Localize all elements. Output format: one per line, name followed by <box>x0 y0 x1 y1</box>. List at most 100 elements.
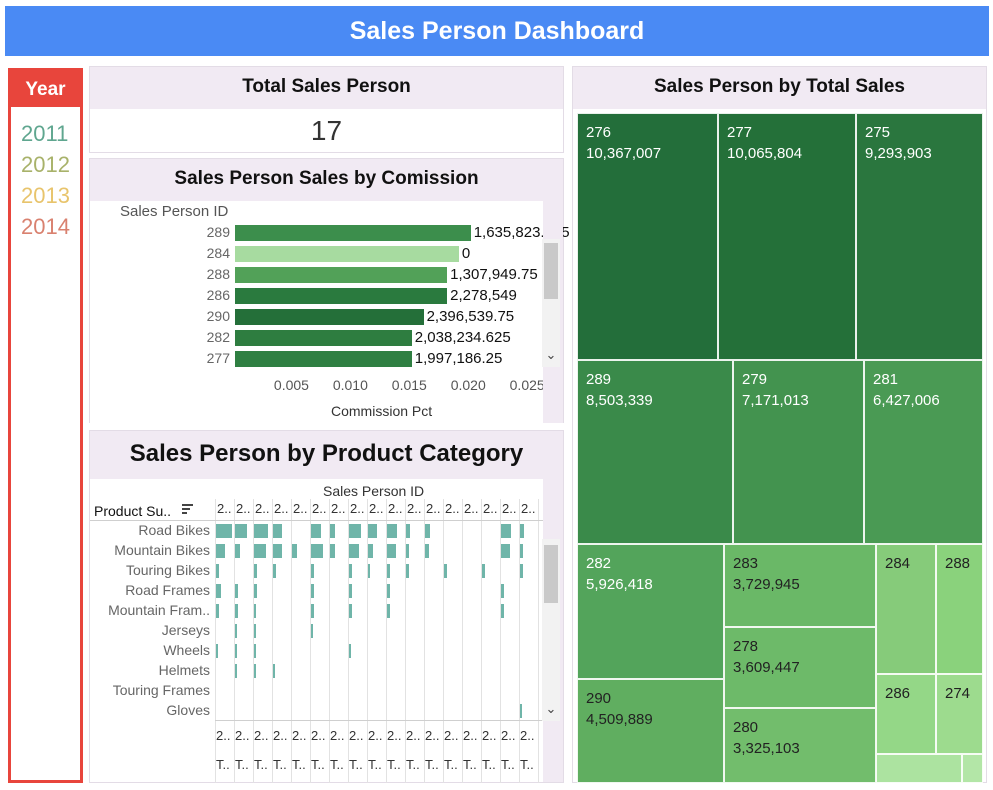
commission-scrollbar[interactable]: ⌄ <box>542 239 560 367</box>
commission-bar[interactable] <box>235 351 412 367</box>
product-cell-bar[interactable] <box>273 524 282 538</box>
product-cell-bar[interactable] <box>216 524 232 538</box>
product-cell-bar[interactable] <box>311 564 314 578</box>
product-cell-bar[interactable] <box>254 524 268 538</box>
product-cell-bar[interactable] <box>349 644 351 658</box>
product-cell-bar[interactable] <box>254 624 256 638</box>
commission-bar[interactable] <box>235 225 471 241</box>
treemap-cell[interactable]: 278 3,609,447 <box>724 627 876 708</box>
product-cell-bar[interactable] <box>349 564 352 578</box>
product-cell-bar[interactable] <box>216 544 225 558</box>
product-cell-bar[interactable] <box>235 604 238 618</box>
year-item-2013[interactable]: 2013 <box>21 183 70 208</box>
treemap-cell[interactable]: 283 3,729,945 <box>724 544 876 627</box>
year-item-2011[interactable]: 2011 <box>21 121 69 146</box>
product-cell-bar[interactable] <box>254 544 266 558</box>
product-cell-bar[interactable] <box>254 644 256 658</box>
product-cell-bar[interactable] <box>482 564 485 578</box>
product-cell-bar[interactable] <box>444 564 447 578</box>
product-cell-bar[interactable] <box>368 524 377 538</box>
year-item-2014[interactable]: 2014 <box>21 214 70 239</box>
product-cell-bar[interactable] <box>387 604 390 618</box>
product-cell-bar[interactable] <box>330 544 335 558</box>
product-cell-bar[interactable] <box>520 544 523 558</box>
treemap-cell[interactable]: 281 6,427,006 <box>864 360 983 544</box>
chevron-down-icon[interactable]: ⌄ <box>545 701 557 716</box>
product-cell-bar[interactable] <box>273 544 282 558</box>
product-cell-bar[interactable] <box>387 564 390 578</box>
commission-scroll-thumb[interactable] <box>544 243 558 299</box>
product-cell-bar[interactable] <box>254 664 256 678</box>
chevron-down-icon[interactable]: ⌄ <box>545 347 557 362</box>
product-cell-bar[interactable] <box>273 664 275 678</box>
product-cell-bar[interactable] <box>216 604 219 618</box>
product-cell-bar[interactable] <box>273 564 276 578</box>
product-cell-bar[interactable] <box>216 584 221 598</box>
product-cell-bar[interactable] <box>254 604 256 618</box>
product-cell-bar[interactable] <box>311 524 321 538</box>
treemap-cell[interactable]: 282 5,926,418 <box>577 544 724 679</box>
product-cell-bar[interactable] <box>501 544 510 558</box>
product-cell-bar[interactable] <box>311 624 313 638</box>
product-cell-bar[interactable] <box>216 564 219 578</box>
product-cell-bar[interactable] <box>235 544 240 558</box>
treemap-cell[interactable]: 288 <box>936 544 983 674</box>
product-cell-bar[interactable] <box>311 584 314 598</box>
treemap-cell[interactable]: 290 4,509,889 <box>577 679 724 783</box>
treemap-cell[interactable]: 280 3,325,103 <box>724 708 876 783</box>
product-cell-bar[interactable] <box>349 544 359 558</box>
commission-bar[interactable] <box>235 309 424 325</box>
product-cell-bar[interactable] <box>292 544 297 558</box>
product-cell-bar[interactable] <box>311 544 323 558</box>
product-cell-bar[interactable] <box>235 644 237 658</box>
commission-bar[interactable] <box>235 288 448 304</box>
product-cell-bar[interactable] <box>254 564 257 578</box>
product-cell-bar[interactable] <box>406 544 409 558</box>
product-cell-bar[interactable] <box>501 584 504 598</box>
product-cell-bar[interactable] <box>387 544 396 558</box>
product-cell-bar[interactable] <box>216 644 218 658</box>
product-cell-bar[interactable] <box>311 604 314 618</box>
product-cell-bar[interactable] <box>425 524 430 538</box>
treemap-cell[interactable] <box>876 754 962 783</box>
product-cell-bar[interactable] <box>387 524 397 538</box>
commission-bar[interactable] <box>235 246 459 262</box>
product-cell-bar[interactable] <box>235 584 238 598</box>
product-cell-bar[interactable] <box>520 704 522 718</box>
product-scrollbar[interactable]: ⌄ <box>542 539 560 721</box>
product-cell-bar[interactable] <box>368 564 370 578</box>
commission-bar[interactable] <box>235 330 412 346</box>
treemap-cell[interactable]: 277 10,065,804 <box>718 113 856 360</box>
product-cell-bar[interactable] <box>368 544 373 558</box>
treemap-cell[interactable]: 275 9,293,903 <box>856 113 983 360</box>
product-footer-divider <box>215 720 543 721</box>
commission-bar[interactable] <box>235 267 448 283</box>
product-cell-bar[interactable] <box>330 524 335 538</box>
treemap-cell[interactable]: 289 8,503,339 <box>577 360 733 544</box>
product-cell-bar[interactable] <box>235 664 237 678</box>
product-cell-bar[interactable] <box>501 524 511 538</box>
product-cell-bar[interactable] <box>235 524 247 538</box>
treemap-cell[interactable]: 274 <box>936 674 983 754</box>
product-cell-bar[interactable] <box>406 564 409 578</box>
product-row-label: Touring Frames <box>112 682 210 698</box>
product-cell-bar[interactable] <box>349 584 352 598</box>
product-cell-bar[interactable] <box>520 524 524 538</box>
sort-icon[interactable] <box>182 504 193 514</box>
product-cell-bar[interactable] <box>387 584 390 598</box>
year-item-2012[interactable]: 2012 <box>21 152 70 177</box>
product-cell-bar[interactable] <box>349 524 361 538</box>
treemap-cell[interactable]: 276 10,367,007 <box>577 113 718 360</box>
treemap-cell[interactable] <box>962 754 983 783</box>
product-cell-bar[interactable] <box>501 604 504 618</box>
product-cell-bar[interactable] <box>254 584 257 598</box>
product-cell-bar[interactable] <box>406 524 410 538</box>
product-cell-bar[interactable] <box>349 604 352 618</box>
product-scroll-thumb[interactable] <box>544 545 558 603</box>
product-cell-bar[interactable] <box>235 624 237 638</box>
treemap-cell[interactable]: 279 7,171,013 <box>733 360 864 544</box>
treemap-cell[interactable]: 286 <box>876 674 936 754</box>
product-cell-bar[interactable] <box>425 544 429 558</box>
treemap-cell[interactable]: 284 <box>876 544 936 674</box>
product-cell-bar[interactable] <box>520 564 523 578</box>
